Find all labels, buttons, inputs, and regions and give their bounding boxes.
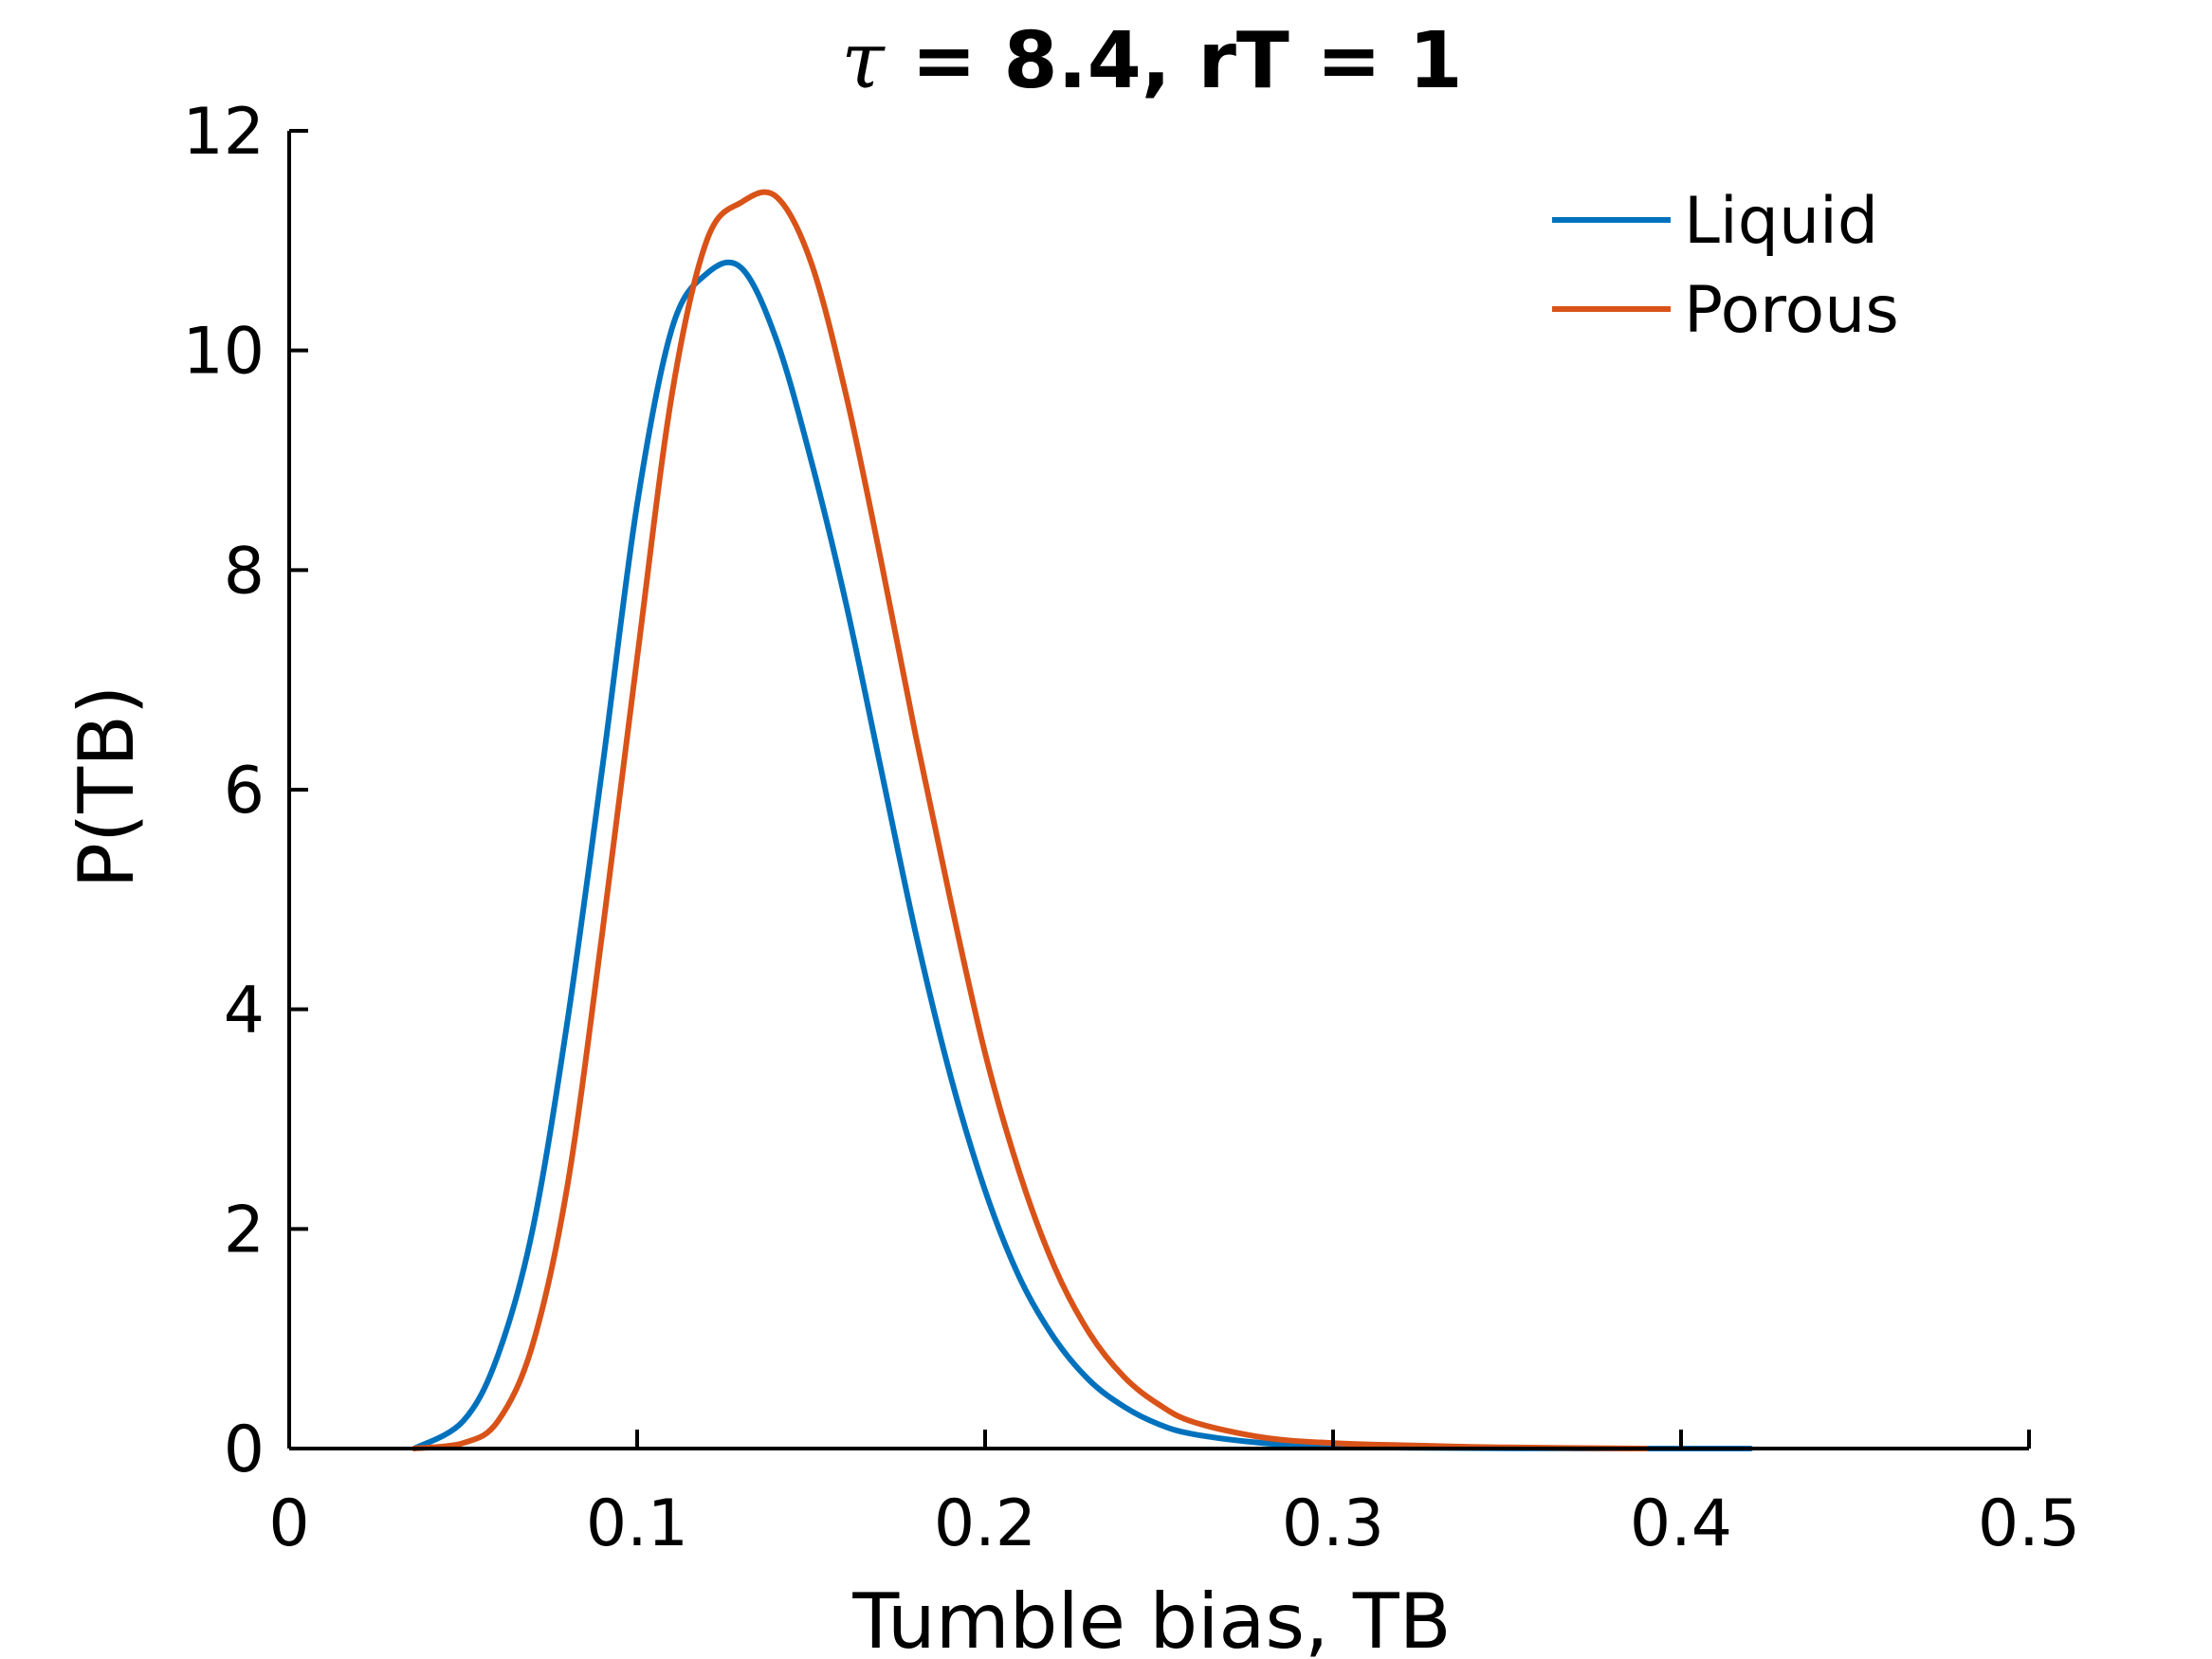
series-line-porous xyxy=(411,189,1650,1451)
y-tick-label: 2 xyxy=(224,1193,265,1267)
x-tick-label: 0.3 xyxy=(1282,1486,1384,1561)
y-tick-label: 8 xyxy=(224,534,265,609)
y-tick-label: 12 xyxy=(182,95,265,170)
chart-title-text: = 8.4, rT = 1 xyxy=(885,16,1463,106)
x-tick-label: 0.5 xyxy=(1978,1486,2080,1561)
y-tick-label: 4 xyxy=(224,974,265,1048)
x-tick-label: 0 xyxy=(268,1486,309,1561)
y-axis-title: P(TB) xyxy=(63,685,151,888)
plot-area xyxy=(411,189,1754,1451)
ticks: 0 0.1 0.2 0.3 0.4 0.5 0 2 4 6 8 10 12 xyxy=(182,95,2080,1561)
chart-title: τ = 8.4, rT = 1 xyxy=(841,16,1462,106)
chart-title-symbol: τ xyxy=(841,16,886,106)
y-tick-label: 10 xyxy=(182,315,265,390)
x-tick-label: 0.1 xyxy=(586,1486,688,1561)
y-tick-label: 6 xyxy=(224,754,265,829)
series-line-liquid xyxy=(411,259,1754,1451)
x-tick-label: 0.2 xyxy=(934,1486,1036,1561)
x-axis-title: Tumble bias, TB xyxy=(851,1577,1451,1659)
legend: Liquid Porous xyxy=(1552,184,1899,348)
legend-label-porous: Porous xyxy=(1684,273,1899,348)
legend-label-liquid: Liquid xyxy=(1684,184,1878,259)
y-tick-label: 0 xyxy=(224,1413,265,1487)
x-tick-label: 0.4 xyxy=(1630,1486,1732,1561)
